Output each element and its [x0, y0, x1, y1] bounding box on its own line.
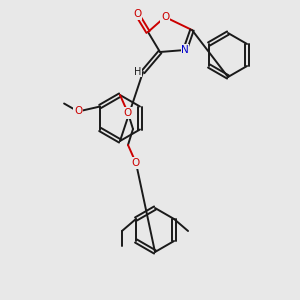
- Text: O: O: [74, 106, 82, 116]
- Text: O: O: [124, 108, 132, 118]
- Text: O: O: [132, 158, 140, 168]
- Text: O: O: [161, 12, 169, 22]
- Text: N: N: [181, 45, 189, 55]
- Text: H: H: [134, 67, 142, 77]
- Text: O: O: [133, 9, 141, 19]
